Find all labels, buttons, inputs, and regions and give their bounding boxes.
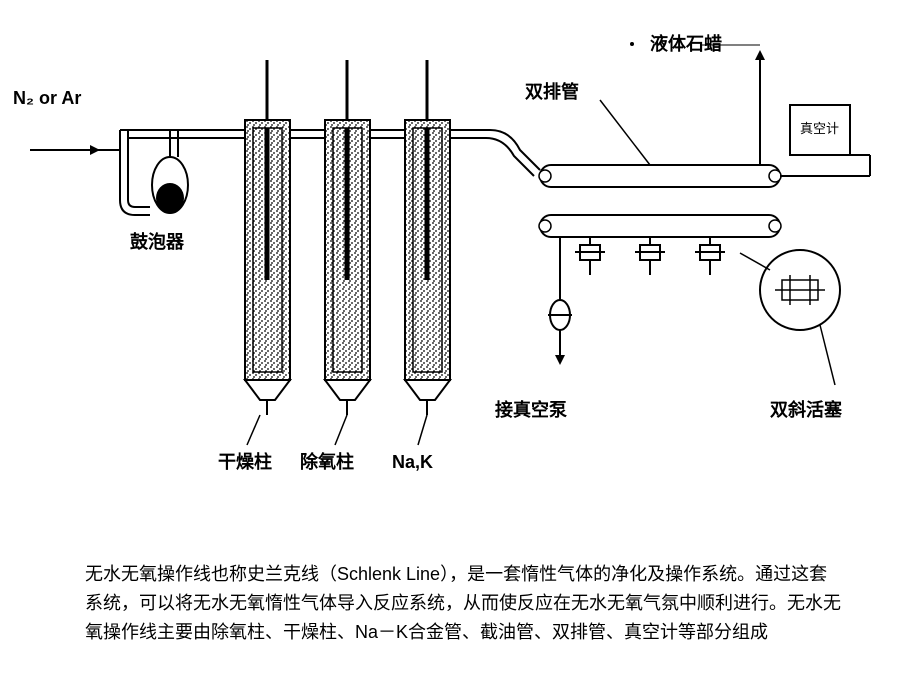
vacuum-gauge-label: 真空计: [800, 118, 839, 137]
vacuum-pump-label: 接真空泵: [495, 396, 567, 422]
deoxy-column-label: 除氧柱: [300, 448, 354, 474]
bubbler-shape: [100, 130, 245, 215]
stopcock-detail: [740, 250, 840, 385]
paraffin-label: 液体石蜡: [650, 30, 722, 56]
purification-columns: [245, 60, 540, 445]
double-manifold-label: 双排管: [525, 78, 579, 104]
drying-column-label: 干燥柱: [218, 448, 272, 474]
schlenk-line-diagram: [0, 0, 920, 520]
double-stopcock-label: 双斜活塞: [770, 396, 842, 422]
bubbler-label: 鼓泡器: [130, 228, 184, 254]
description-text: 无水无氧操作线也称史兰克线（Schlenk Line），是一套惰性气体的净化及操…: [85, 560, 845, 646]
nak-label: Na,K: [392, 452, 433, 473]
vacuum-outlet: [548, 237, 572, 365]
double-manifold: [539, 42, 870, 275]
gas-input-label: N₂ or Ar: [13, 88, 81, 109]
